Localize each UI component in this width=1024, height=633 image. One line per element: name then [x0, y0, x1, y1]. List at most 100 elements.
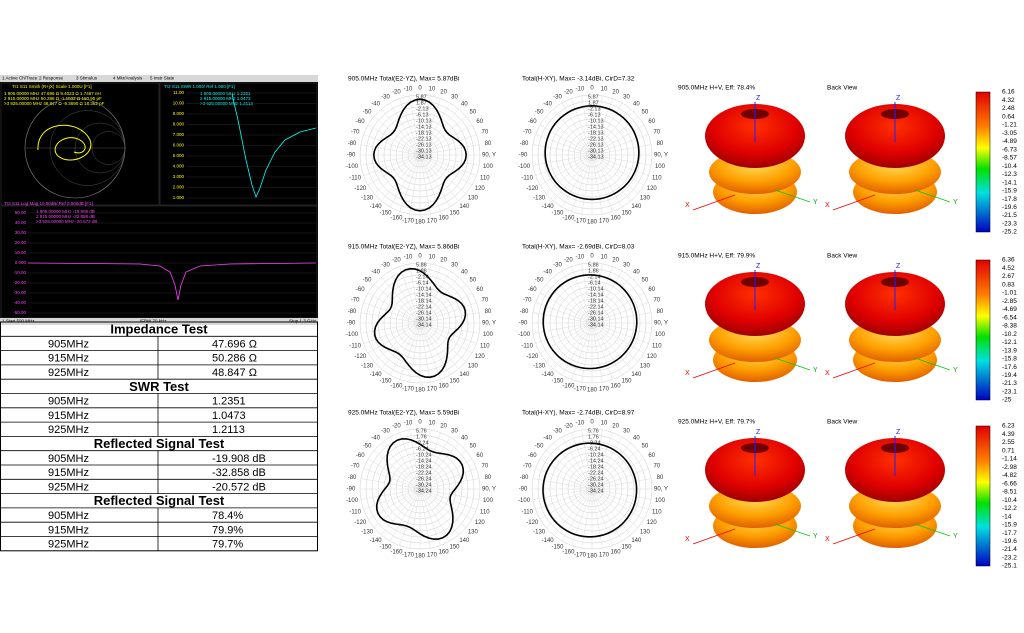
angle-label: -110	[349, 509, 361, 515]
swr-axis-label: 4.000	[173, 164, 185, 169]
logmag-axis-label: -50.00	[13, 310, 26, 315]
axis-label-x: X	[825, 370, 830, 377]
angle-label: -70	[523, 464, 532, 470]
polar-spoke	[535, 322, 593, 344]
angle-label: 60	[648, 287, 655, 293]
polar-spoke	[581, 429, 593, 490]
colorbar-label: -12.1	[1002, 339, 1017, 346]
polar-spoke	[571, 488, 593, 546]
polar-spoke	[535, 468, 593, 490]
polar-spoke	[389, 102, 421, 156]
angle-label: 50	[642, 278, 649, 284]
polar-spoke	[591, 458, 645, 490]
angle-label: 60	[476, 287, 483, 293]
ring-label: 5.86	[588, 262, 599, 268]
axis-x	[692, 362, 736, 379]
polar-spoke	[591, 488, 613, 546]
polar-spoke	[532, 322, 593, 334]
polar-spoke	[399, 432, 421, 490]
polar-spoke	[419, 429, 431, 490]
angle-label: -20	[392, 424, 401, 430]
angle-label: -90	[347, 153, 356, 159]
colorbar-label: -1.14	[1002, 456, 1017, 463]
row-label: 925MHz	[48, 424, 89, 436]
polar-spoke	[591, 432, 613, 490]
colorbar-label: -8.51	[1002, 489, 1017, 496]
polar-spoke	[409, 263, 421, 324]
ring-label: -6.14	[588, 280, 601, 286]
colorbar-label: 2.67	[1002, 273, 1015, 280]
angle-label: -140	[370, 204, 383, 210]
polar-spoke	[419, 488, 480, 500]
angle-label: -50	[535, 110, 544, 116]
polar-spoke	[545, 488, 593, 528]
polar-spoke	[419, 322, 480, 334]
axis-label-z: Z	[896, 95, 901, 102]
polar-spoke	[419, 322, 477, 344]
angle-label: -140	[370, 372, 383, 378]
angle-label: 120	[475, 354, 486, 360]
angle-label: 160	[611, 384, 622, 390]
angle-label: 60	[648, 119, 655, 125]
polar-spoke	[363, 468, 421, 490]
angle-label: 20	[440, 258, 447, 264]
polar-spoke	[591, 488, 645, 520]
angle-label: 40	[461, 269, 468, 275]
polar-spoke	[561, 488, 593, 542]
angle-label: 90, Y	[482, 321, 496, 327]
colorbar-label: -19.6	[1002, 204, 1017, 211]
row-label: 915MHz	[48, 410, 89, 422]
colorbar-label: 4.32	[1002, 97, 1015, 104]
polar-spoke	[399, 154, 421, 212]
polar-spoke	[409, 488, 421, 549]
ring-label: -2.13	[588, 106, 601, 112]
row-label: 925MHz	[48, 481, 89, 493]
polar-spoke	[581, 322, 593, 383]
ring-label: -26.24	[416, 476, 432, 482]
row-value: 78.4%	[212, 510, 243, 522]
h-plane-title: Total(H-XY), Max= -2.69dBi, CirD=8.03	[522, 244, 635, 251]
ring-label: -22.13	[416, 136, 432, 142]
angle-label: -60	[528, 119, 537, 125]
angle-label: 150	[621, 379, 632, 385]
ring-label: -26.13	[416, 142, 432, 148]
row-label: 915MHz	[48, 467, 89, 479]
axis-label-y: Y	[953, 367, 958, 374]
polar-spoke	[419, 302, 477, 324]
polar-spoke	[591, 488, 631, 536]
polar-spoke	[581, 263, 593, 324]
angle-label: -170	[574, 219, 587, 225]
polar-spoke	[591, 154, 613, 212]
angle-label: 160	[439, 384, 450, 390]
angle-label: -90	[347, 321, 356, 327]
polar-spoke	[545, 154, 593, 194]
smith-marker: >3 925.00000 MHz 48.847 Ω -9.3690 Ω 18.3…	[4, 101, 105, 106]
angle-label: 140	[459, 204, 470, 210]
angle-label: -160	[562, 216, 575, 222]
angle-label: 70	[481, 130, 488, 136]
axis-label-x: X	[685, 536, 690, 543]
polar-spoke	[360, 478, 421, 490]
angle-label: -170	[402, 553, 415, 559]
pattern-trace	[376, 438, 464, 540]
colorbar-label: -1.01	[1002, 290, 1017, 297]
polar-spoke	[419, 102, 451, 156]
colorbar-label: -19.6	[1002, 538, 1017, 545]
angle-label: -70	[523, 130, 532, 136]
logmag-trace	[27, 262, 317, 301]
angle-label: -30	[553, 263, 562, 269]
ring-label: -34.14	[416, 322, 432, 328]
polar-spoke	[419, 154, 451, 208]
polar-spoke	[360, 488, 421, 500]
ring-label: -30.14	[588, 316, 604, 322]
row-value: -20.572 dB	[212, 481, 266, 493]
polar-spoke	[360, 312, 421, 324]
colorbar-label: 6.36	[1002, 257, 1015, 264]
colorbar-label: -15.8	[1002, 356, 1017, 363]
polar-spoke	[561, 270, 593, 324]
angle-label: -170	[402, 387, 415, 393]
angle-label: -130	[533, 364, 546, 370]
polar-spoke	[591, 263, 603, 324]
polar-spoke	[535, 154, 593, 176]
polar-spoke	[419, 436, 451, 490]
